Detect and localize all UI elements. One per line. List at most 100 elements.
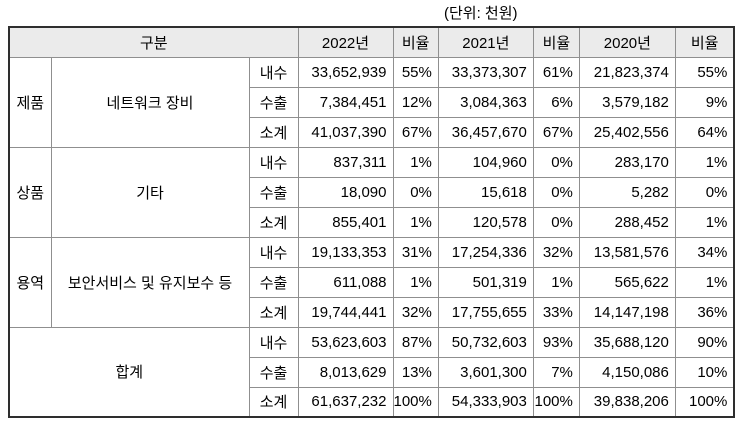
item-name-cell: 네트워크 장비 xyxy=(50,56,250,148)
value-2022-cell: 611,088 xyxy=(297,266,394,298)
row-label-cell: 내수 xyxy=(248,326,299,358)
value-2020-cell: 565,622 xyxy=(578,266,676,298)
ratio-2022-cell: 55% xyxy=(392,56,439,88)
ratio-2022-cell: 1% xyxy=(392,146,439,178)
table-row: 소계 19,744,441 32% 17,755,655 33% 14,147,… xyxy=(9,296,735,328)
ratio-2020-cell: 1% xyxy=(674,206,735,238)
value-2021-cell: 3,084,363 xyxy=(437,86,534,118)
value-2021-cell: 17,254,336 xyxy=(437,236,534,268)
table-row: 수출 8,013,629 13% 3,601,300 7% 4,150,086 … xyxy=(9,356,735,388)
ratio-2022-cell: 67% xyxy=(392,116,439,148)
value-2022-cell: 53,623,603 xyxy=(297,326,394,358)
ratio-2021-cell: 33% xyxy=(532,296,580,328)
table-row: 제품 네트워크 장비 내수 33,652,939 55% 33,373,307 … xyxy=(8,56,735,148)
value-2021-cell: 15,618 xyxy=(437,176,534,208)
ratio-2020-cell: 1% xyxy=(674,266,735,298)
category-cell: 용역 xyxy=(8,236,52,328)
value-2020-cell: 4,150,086 xyxy=(578,356,676,388)
ratio-2022-cell: 31% xyxy=(392,236,439,268)
value-2021-cell: 50,732,603 xyxy=(437,326,534,358)
sales-breakdown-table: 구분 2022년 비율 2021년 비율 2020년 비율 제품 네트워크 장비… xyxy=(8,26,736,418)
header-row: 구분 2022년 비율 2021년 비율 2020년 비율 xyxy=(8,26,735,58)
ratio-2022-cell: 32% xyxy=(392,296,439,328)
header-year-2020: 2020년 xyxy=(578,26,676,58)
ratio-2021-cell: 93% xyxy=(532,326,580,358)
ratio-2020-cell: 0% xyxy=(674,176,735,208)
ratio-2020-cell: 64% xyxy=(674,116,735,148)
row-label-cell: 내수 xyxy=(248,56,299,88)
ratio-2021-cell: 0% xyxy=(532,146,580,178)
item-name-cell: 보안서비스 및 유지보수 등 xyxy=(50,236,250,328)
table-row: 수출 7,384,451 12% 3,084,363 6% 3,579,182 … xyxy=(9,86,735,118)
category-cell: 상품 xyxy=(8,146,52,238)
ratio-2022-cell: 12% xyxy=(392,86,439,118)
table-row: 용역 보안서비스 및 유지보수 등 내수 19,133,353 31% 17,2… xyxy=(8,236,735,328)
value-2021-cell: 33,373,307 xyxy=(437,56,534,88)
value-2022-cell: 33,652,939 xyxy=(297,56,394,88)
value-2021-cell: 54,333,903 xyxy=(437,386,534,418)
ratio-2022-cell: 13% xyxy=(392,356,439,388)
value-2021-cell: 501,319 xyxy=(437,266,534,298)
value-2022-cell: 18,090 xyxy=(297,176,394,208)
value-2020-cell: 35,688,120 xyxy=(578,326,676,358)
ratio-2021-cell: 61% xyxy=(532,56,580,88)
row-label-cell: 소계 xyxy=(248,386,299,418)
ratio-2022-cell: 1% xyxy=(392,206,439,238)
header-ratio-2020: 비율 xyxy=(674,26,735,58)
value-2020-cell: 5,282 xyxy=(578,176,676,208)
row-label-cell: 내수 xyxy=(248,146,299,178)
row-label-cell: 수출 xyxy=(248,356,299,388)
value-2020-cell: 14,147,198 xyxy=(578,296,676,328)
value-2022-cell: 19,744,441 xyxy=(297,296,394,328)
row-label-cell: 소계 xyxy=(248,296,299,328)
value-2021-cell: 3,601,300 xyxy=(437,356,534,388)
ratio-2021-cell: 0% xyxy=(532,176,580,208)
value-2020-cell: 21,823,374 xyxy=(578,56,676,88)
value-2020-cell: 13,581,576 xyxy=(578,236,676,268)
total-label-cell: 합계 xyxy=(8,326,250,418)
ratio-2020-cell: 55% xyxy=(674,56,735,88)
table-body: 제품 네트워크 장비 내수 33,652,939 55% 33,373,307 … xyxy=(8,56,735,418)
ratio-2021-cell: 7% xyxy=(532,356,580,388)
value-2020-cell: 283,170 xyxy=(578,146,676,178)
row-label-cell: 소계 xyxy=(248,206,299,238)
value-2020-cell: 288,452 xyxy=(578,206,676,238)
ratio-2022-cell: 87% xyxy=(392,326,439,358)
table-row: 소계 41,037,390 67% 36,457,670 67% 25,402,… xyxy=(9,116,735,148)
value-2020-cell: 39,838,206 xyxy=(578,386,676,418)
header-ratio-2021: 비율 xyxy=(532,26,580,58)
ratio-2021-cell: 0% xyxy=(532,206,580,238)
table-row: 수출 611,088 1% 501,319 1% 565,622 1% xyxy=(9,266,735,298)
ratio-2020-cell: 34% xyxy=(674,236,735,268)
unit-label: (단위: 천원) xyxy=(444,5,518,22)
ratio-2020-cell: 1% xyxy=(674,146,735,178)
value-2021-cell: 36,457,670 xyxy=(437,116,534,148)
table-row: 소계 855,401 1% 120,578 0% 288,452 1% xyxy=(9,206,735,238)
header-year-2021: 2021년 xyxy=(437,26,534,58)
table-header: 구분 2022년 비율 2021년 비율 2020년 비율 xyxy=(8,26,735,58)
table-row: 합계 내수 53,623,603 87% 50,732,603 93% 35,6… xyxy=(8,326,735,418)
value-2020-cell: 25,402,556 xyxy=(578,116,676,148)
row-label-cell: 수출 xyxy=(248,176,299,208)
ratio-2020-cell: 90% xyxy=(674,326,735,358)
table-row: 수출 18,090 0% 15,618 0% 5,282 0% xyxy=(9,176,735,208)
header-gubun: 구분 xyxy=(8,26,299,58)
value-2022-cell: 837,311 xyxy=(297,146,394,178)
ratio-2021-cell: 100% xyxy=(532,386,580,418)
value-2022-cell: 7,384,451 xyxy=(297,86,394,118)
row-label-cell: 소계 xyxy=(248,116,299,148)
category-cell: 제품 xyxy=(8,56,52,148)
value-2020-cell: 3,579,182 xyxy=(578,86,676,118)
value-2022-cell: 61,637,232 xyxy=(297,386,394,418)
value-2021-cell: 120,578 xyxy=(437,206,534,238)
ratio-2020-cell: 9% xyxy=(674,86,735,118)
value-2021-cell: 104,960 xyxy=(437,146,534,178)
value-2021-cell: 17,755,655 xyxy=(437,296,534,328)
row-label-cell: 수출 xyxy=(248,266,299,298)
ratio-2022-cell: 100% xyxy=(392,386,439,418)
value-2022-cell: 855,401 xyxy=(297,206,394,238)
ratio-2020-cell: 100% xyxy=(674,386,735,418)
header-ratio-2022: 비율 xyxy=(392,26,439,58)
value-2022-cell: 41,037,390 xyxy=(297,116,394,148)
